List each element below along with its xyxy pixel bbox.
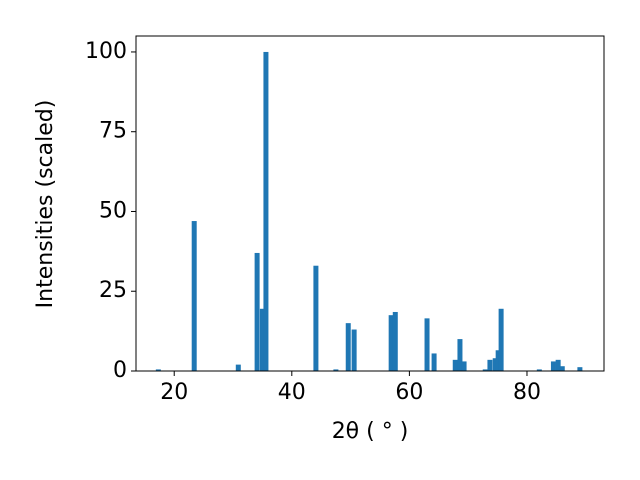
bar [457,339,463,371]
y-tick-label: 50 [99,198,127,223]
bar [452,359,458,371]
plot-frame [135,35,605,372]
bar [424,318,430,371]
y-axis-label: Intensities (scaled) [33,100,58,309]
bar [259,308,265,371]
x-axis-label: 2θ ( ° ) [332,419,409,444]
bar [577,367,583,371]
bar [191,221,197,371]
bar [461,361,467,371]
bar [155,369,161,371]
bar [550,361,556,371]
bar [431,353,437,371]
bar [313,265,319,371]
bar [254,252,260,371]
bar [536,369,542,371]
bar [263,51,269,371]
x-tick-label: 20 [160,380,188,405]
bar [235,364,241,371]
bar [559,366,565,371]
bar [351,329,357,371]
y-tick-label: 100 [85,39,127,64]
bar [495,350,501,371]
bar [345,323,351,371]
x-tick-label: 60 [395,380,423,405]
bar [498,308,504,371]
bar [492,358,498,371]
x-tick-label: 40 [278,380,306,405]
y-tick-label: 75 [99,119,127,144]
bar [333,369,339,371]
bar [482,369,488,371]
y-tick-label: 25 [99,278,127,303]
x-tick-label: 80 [513,380,541,405]
bar [487,359,493,371]
y-tick-label: 0 [113,358,127,383]
bar [555,359,561,371]
bar [388,315,394,371]
bar [392,311,398,371]
